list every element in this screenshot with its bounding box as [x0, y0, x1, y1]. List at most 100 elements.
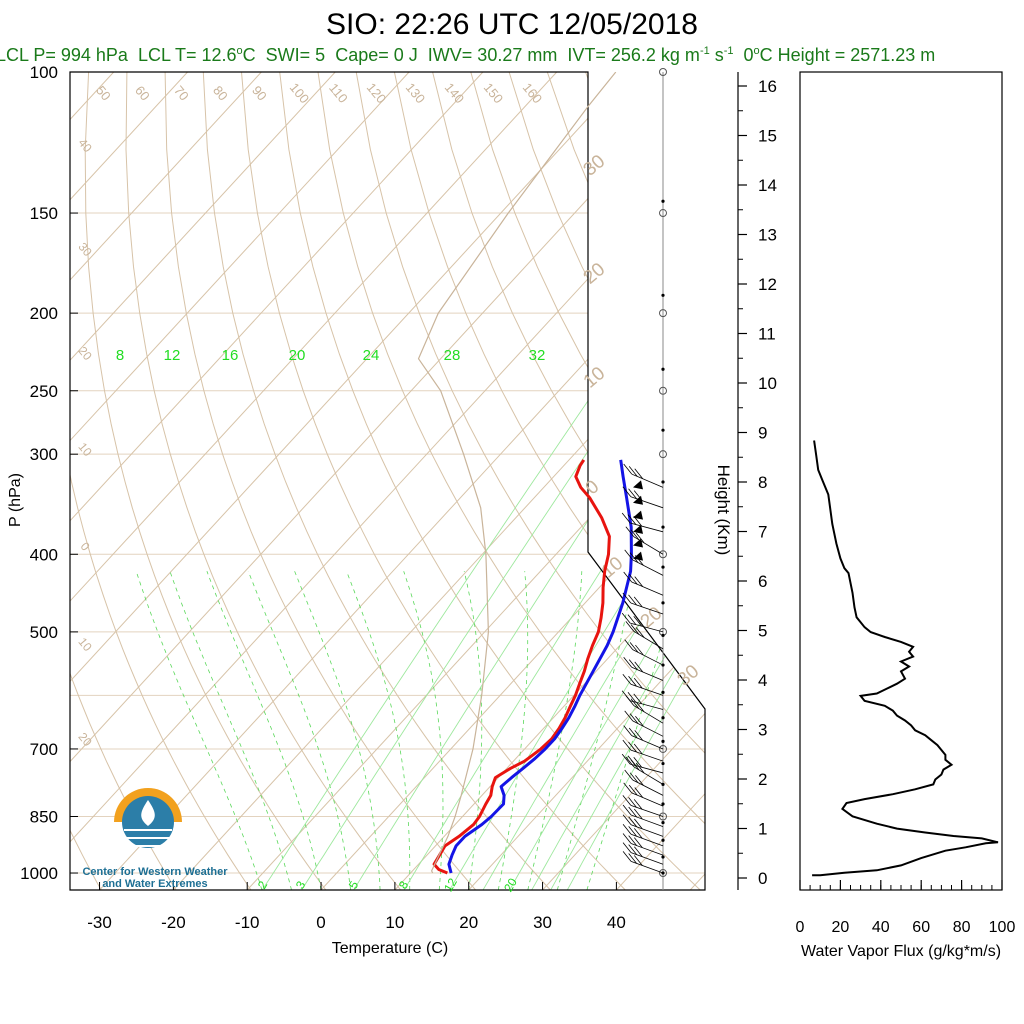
adiabat-label: 140 [442, 80, 467, 106]
wind-barb-feather [627, 514, 637, 525]
dry-adiabat-line [777, 72, 1024, 890]
wind-barb-feather [634, 468, 644, 479]
wind-barb-feather [629, 713, 639, 724]
wind-barb-feather [625, 621, 635, 632]
wind-barb [631, 666, 664, 681]
wind-barb [631, 792, 664, 807]
moist-adiabat-line [556, 571, 635, 890]
mixing-ratio-label: 28 [444, 347, 461, 364]
wind-barb-feather [628, 835, 638, 846]
y-tick-label: 200 [30, 304, 58, 323]
wind-pennant [633, 551, 643, 561]
wind-barb-feather [634, 828, 643, 839]
wind-barb-feather [622, 804, 632, 816]
wind-barb-feather [624, 769, 634, 781]
adiabat-label: 110 [326, 80, 351, 106]
mixing-ratio-line [261, 361, 616, 890]
cw3e-logo [114, 788, 182, 848]
x-tick-label: 0 [316, 913, 325, 932]
wind-barb-feather [628, 844, 638, 855]
mixing-ratio-label: 24 [363, 347, 380, 364]
dry-adiabat-line [241, 72, 626, 890]
dry-adiabat-line [815, 72, 1024, 890]
wind-level-dot [661, 428, 665, 432]
wind-barb-feather [628, 659, 638, 670]
wind-level-circle [659, 550, 667, 559]
wind-barb-feather [630, 698, 640, 709]
wind-barb-feather [627, 692, 637, 703]
wind-level-dot [661, 663, 665, 667]
wind-level-dot [661, 367, 665, 371]
moist-adiabat-line [527, 571, 583, 890]
wind-barb-feather [629, 772, 639, 783]
wind-level-dot [661, 855, 665, 859]
wind-level-dot [661, 525, 665, 529]
wind-pennant [633, 480, 643, 490]
flux-x-tick-label: 40 [872, 919, 890, 936]
height-tick-label: 4 [758, 671, 767, 690]
isotherm-line [173, 72, 705, 890]
mixing-ratio-line [550, 361, 705, 890]
moist-adiabat-line [463, 571, 483, 890]
dewpoint-profile [447, 459, 633, 874]
sounding-stats: LCL P= 994 hPa LCL T= 12.6oC SWI= 5 Cape… [0, 45, 935, 66]
lcl-temperature: LCL T= 12.6oC [137, 45, 256, 65]
wind-barb-feather [635, 762, 645, 774]
wind-pennant [633, 524, 643, 534]
isotherm-line [689, 72, 705, 890]
wind-barb-feather [630, 624, 640, 635]
wind-barb-feather [634, 855, 643, 866]
wind-level-dot [661, 565, 665, 569]
adiabat-label: 90 [249, 83, 270, 104]
wind-barb-feather [635, 627, 645, 638]
background-lines [70, 72, 1024, 890]
wind-level-dot [661, 199, 665, 203]
isotherm-line [70, 72, 188, 890]
chart-title: SIO: 22:26 UTC 12/05/2018 [326, 8, 698, 41]
isotherm-skew-label: 0 [582, 476, 604, 499]
isotherm-line [542, 72, 705, 890]
dry-adiabat-line [70, 72, 252, 890]
mixing-ratio-label: 20 [289, 347, 306, 364]
dry-adiabat-line [317, 72, 705, 890]
isotherm-edge-label: 10 [75, 635, 95, 654]
wind-barb-feather [621, 612, 631, 624]
wind-pennant [633, 538, 643, 548]
wind-barb-feather [634, 661, 644, 673]
wind-level-dot [661, 761, 665, 766]
adiabat-label: 50 [93, 83, 114, 104]
isotherm-edge-label: 10 [75, 440, 95, 459]
wind-level-dot [661, 633, 665, 637]
isotherm-skew-label: 30 [580, 151, 610, 181]
mixing-ratio-label: 16 [222, 347, 239, 364]
height-tick-label: 10 [758, 374, 777, 393]
wind-barb-feather [633, 677, 643, 689]
wind-barb-feather [628, 574, 638, 585]
wind-level-dot [661, 716, 665, 720]
wind-level-dot [661, 601, 665, 605]
wind-barb-feather [628, 806, 638, 818]
mixing-ratio-label: 12 [441, 875, 460, 894]
isotherm-line [70, 72, 262, 890]
freezing-height: 0oC Height = 2571.23 m [743, 45, 936, 65]
wind-level-dot [661, 293, 665, 297]
dry-adiabat-line [623, 72, 705, 890]
wind-barb-feather [633, 693, 643, 705]
mixing-ratio-line [353, 361, 693, 890]
flux-frame [799, 71, 1003, 891]
wind-barb-feather [629, 642, 639, 653]
wind-barb-feather [621, 753, 631, 765]
wind-barb-feather [633, 799, 643, 810]
dry-adiabat-line [738, 72, 1024, 890]
wind-barb-feather [622, 674, 632, 685]
wind-level-circle [659, 869, 667, 878]
dry-adiabat-line [699, 72, 705, 890]
dry-adiabat-line [355, 72, 705, 890]
skew-t-frame [69, 71, 706, 891]
x-tick-label: -30 [87, 913, 112, 932]
isotherm-skew-label: 10 [598, 553, 628, 583]
wind-barb-feather [634, 837, 643, 848]
wind-barb-feather [623, 656, 633, 668]
adiabat-label: 100 [287, 80, 312, 106]
wind-level-circle [659, 309, 667, 318]
